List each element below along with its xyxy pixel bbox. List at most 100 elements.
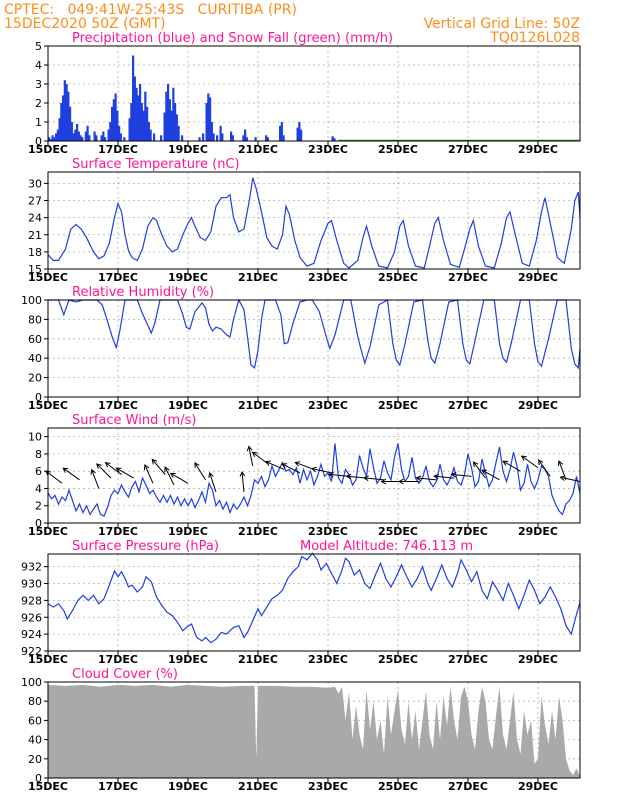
wind-arrow-head	[502, 460, 509, 466]
panel-frame	[47, 299, 581, 398]
wind-arrow	[521, 455, 539, 469]
y-tick-label: 926	[21, 611, 42, 624]
precip-bar	[331, 136, 334, 141]
precip-bar	[205, 103, 208, 141]
panel-5: Surface Pressure (hPa) Model Altitude: 74…	[21, 539, 581, 666]
precip-bar	[300, 129, 303, 141]
panel-4: Surface Wind (m/s) 0 2 4 6 8 10 15DEC 17DEC 19DEC…	[28, 413, 581, 538]
wind-arrow	[538, 459, 551, 477]
precip-bar	[116, 110, 119, 141]
precip-bar	[62, 95, 65, 141]
y-tick-label: 100	[21, 676, 42, 689]
wind-arrow	[311, 468, 332, 474]
wind-arrow-head	[450, 471, 457, 478]
x-tick-label: 25DEC	[378, 143, 418, 156]
x-tick-label: 29DEC	[518, 143, 558, 156]
y-tick-label: 8	[35, 448, 42, 461]
precip-bar	[65, 84, 68, 141]
precip-bar	[265, 135, 268, 141]
wind-arrow	[62, 467, 80, 481]
precip-bar	[107, 129, 110, 141]
wind-arrow-head	[239, 470, 246, 477]
precip-bar	[88, 135, 91, 141]
y-tick-label: 2	[35, 500, 42, 513]
header-grid-line: Vertical Grid Line: 50Z	[424, 16, 580, 32]
x-tick-label: 23DEC	[308, 653, 348, 666]
wind-arrow	[96, 463, 112, 479]
precip-bar	[216, 135, 219, 141]
y-tick-label: 80	[28, 695, 42, 708]
wind-arrow-head	[246, 445, 253, 452]
x-tick-label: 19DEC	[168, 399, 208, 412]
precip-bar	[67, 91, 70, 141]
x-tick-label: 17DEC	[98, 780, 138, 793]
precip-bar	[221, 133, 224, 141]
precip-bar	[219, 125, 222, 141]
precip-bar	[53, 137, 56, 141]
panel-title: Relative Humidity (%)	[72, 285, 214, 300]
y-tick-label: 60	[28, 333, 42, 346]
precip-bar	[160, 135, 163, 141]
wind-arrow-head	[415, 475, 422, 482]
wind-arrow	[151, 459, 166, 475]
x-tick-label: 17DEC	[98, 271, 138, 284]
series-line	[48, 298, 581, 370]
series-line	[47, 443, 581, 517]
precip-bar	[63, 80, 66, 141]
y-tick-label: 2	[35, 97, 42, 110]
precip-bar	[135, 87, 138, 141]
wind-arrow	[502, 460, 521, 472]
x-tick-label: 15DEC	[28, 399, 68, 412]
wind-arrow	[241, 471, 245, 492]
precip-bar	[296, 127, 299, 141]
precip-bar	[93, 131, 96, 141]
y-tick-label: 80	[28, 313, 42, 326]
precip-bar	[168, 99, 171, 141]
precip-bar	[70, 122, 73, 141]
precip-bar	[282, 135, 285, 141]
x-tick-label: 15DEC	[28, 271, 68, 284]
x-tick-label: 21DEC	[238, 525, 278, 538]
wind-arrow	[560, 476, 581, 483]
wind-arrow	[295, 461, 315, 470]
x-tick-label: 25DEC	[378, 525, 418, 538]
precip-bar	[100, 135, 103, 141]
x-tick-label: 21DEC	[238, 780, 278, 793]
wind-arrow-head	[194, 461, 200, 468]
precip-bar	[167, 84, 170, 141]
y-tick-label: 6	[35, 465, 42, 478]
precip-bar	[84, 131, 87, 141]
precip-bar	[147, 122, 150, 141]
x-tick-label: 29DEC	[518, 780, 558, 793]
precip-bar	[242, 135, 245, 141]
y-tick-label: 0	[35, 517, 42, 530]
wind-arrow	[265, 461, 285, 470]
precip-bar	[181, 135, 184, 141]
x-tick-label: 29DEC	[518, 525, 558, 538]
wind-arrow	[434, 475, 455, 479]
series-line	[47, 552, 581, 644]
y-tick-label: 21	[28, 229, 42, 242]
wind-arrow-head	[169, 472, 176, 478]
x-tick-label: 25DEC	[378, 653, 418, 666]
x-tick-label: 21DEC	[238, 399, 278, 412]
precip-bar	[210, 122, 213, 141]
wind-arrow-head	[151, 458, 158, 465]
precip-bar	[74, 129, 77, 141]
x-tick-label: 15DEC	[28, 525, 68, 538]
wind-arrow-head	[538, 459, 544, 466]
wind-arrow-head	[62, 467, 69, 473]
x-tick-label: 15DEC	[28, 143, 68, 156]
wind-arrow-head	[345, 473, 352, 480]
precip-bar	[128, 118, 131, 141]
precip-bar	[109, 122, 112, 141]
y-tick-label: 18	[28, 246, 42, 259]
panel-frame	[47, 45, 581, 142]
wind-arrow	[248, 446, 254, 467]
wind-arrow	[194, 462, 206, 481]
x-tick-label: 15DEC	[28, 653, 68, 666]
wind-arrow-head	[310, 466, 317, 473]
precip-bar	[165, 91, 168, 141]
wind-arrow	[281, 463, 301, 474]
precip-bar	[133, 76, 136, 141]
